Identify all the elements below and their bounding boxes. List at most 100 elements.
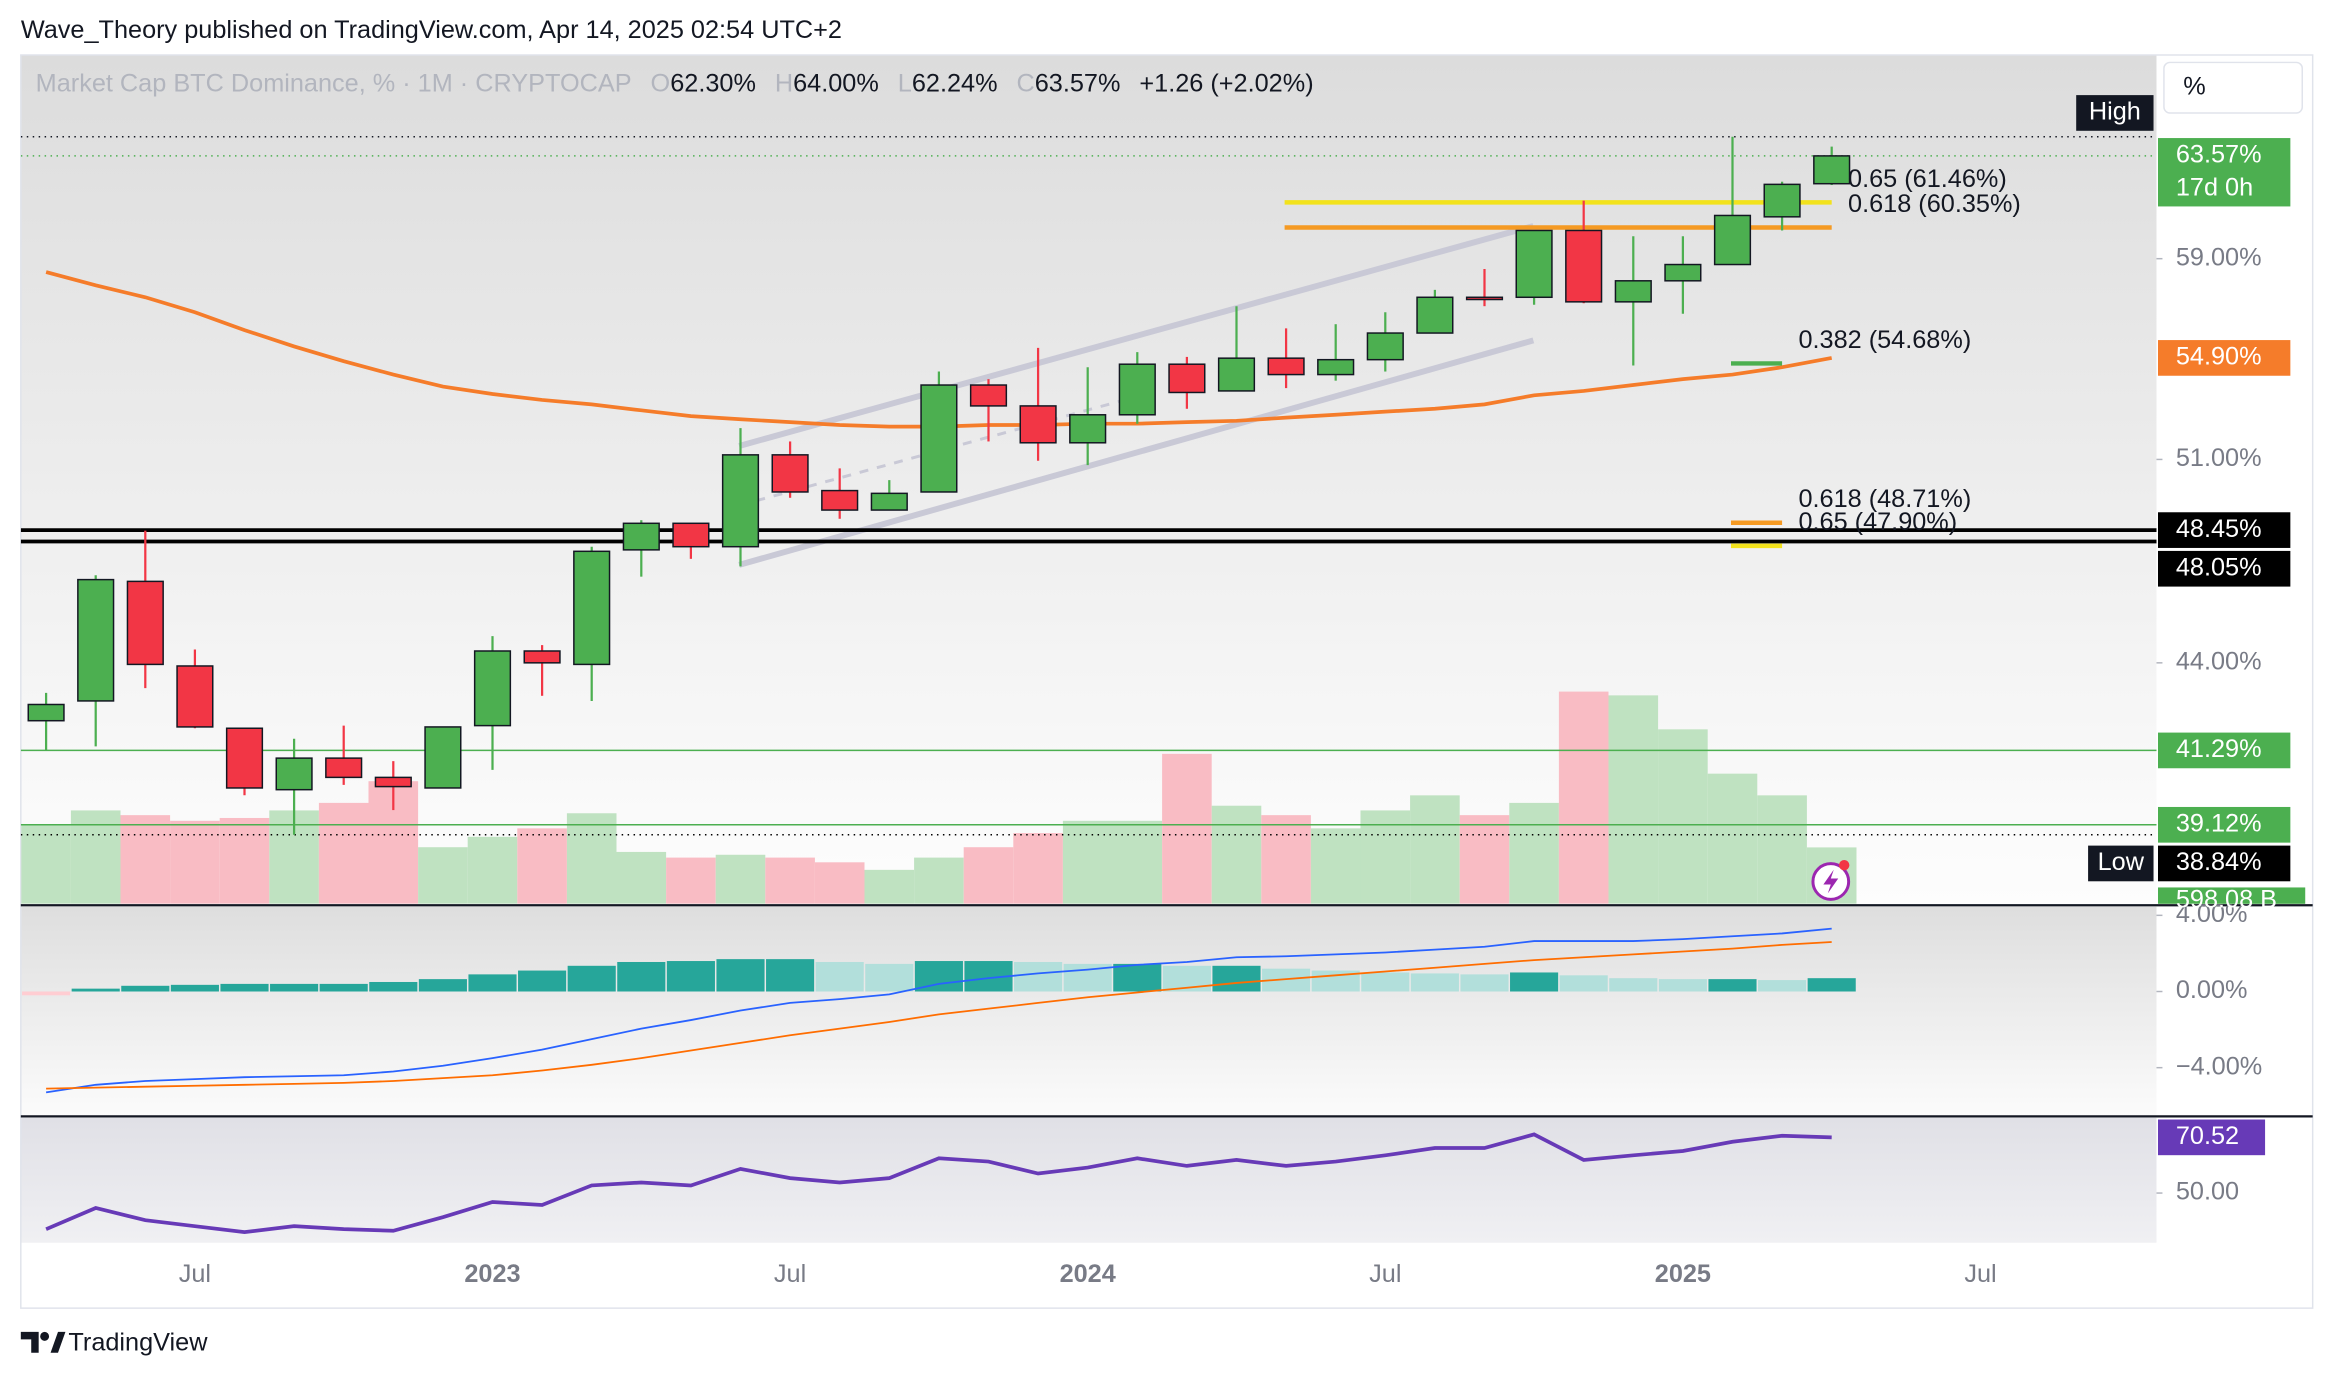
candle-body	[325, 757, 363, 779]
macd-histogram-bar	[815, 961, 864, 992]
alert-bolt	[1823, 869, 1839, 894]
volume-bar	[566, 813, 617, 904]
rsi-pane	[20, 1117, 2157, 1243]
volume-bar	[1013, 833, 1063, 904]
rsi-layer	[45, 1132, 1832, 1235]
macd-histogram-bar	[1113, 963, 1162, 992]
candle-body	[622, 522, 660, 551]
volume-bar	[1707, 773, 1758, 904]
volume-bar	[1112, 820, 1163, 904]
rsi-label-box	[2157, 1119, 2266, 1156]
macd-histogram-bar	[567, 965, 616, 992]
macd-histogram-bar	[1361, 972, 1410, 992]
macd-histogram-bar	[1460, 974, 1509, 992]
price-label: 63.57%	[2176, 141, 2262, 169]
macd-histogram-bar	[220, 983, 269, 992]
macd-histogram-bar	[1410, 973, 1459, 992]
legend-key: C	[1016, 69, 1034, 97]
macd-histogram-bar	[468, 974, 517, 992]
candle-body	[374, 776, 412, 788]
symbol: Market Cap BTC Dominance, % · 1M · CRYPT…	[36, 69, 632, 97]
price-label-box	[2157, 138, 2291, 207]
candle-body	[1565, 229, 1603, 303]
volume-bar	[1558, 691, 1609, 904]
signal-line	[46, 941, 1832, 1090]
legend-key: L	[898, 69, 912, 97]
logo: TradingView	[20, 1328, 208, 1356]
volume-label: 598.08 B	[2176, 886, 2277, 914]
candle-body	[573, 550, 611, 666]
macd-histogram-bar	[1658, 979, 1707, 992]
macd-histogram-bar	[71, 988, 120, 992]
macd-histogram-bar	[22, 991, 71, 996]
candle-body	[969, 384, 1008, 407]
fib-label: 0.618 (48.71%)	[1798, 485, 1971, 513]
volume-bar	[666, 857, 716, 904]
candle-body	[1713, 214, 1752, 266]
volume-layer	[21, 691, 1857, 904]
volume-bar	[1261, 815, 1311, 904]
alert-icon[interactable]	[1811, 859, 1851, 901]
legend-value: 64.00%	[793, 69, 879, 97]
price-label-box	[2157, 806, 2291, 843]
candle-body	[870, 492, 908, 511]
candle-body	[1317, 358, 1355, 376]
axis-layer: Jul 2023 Jul 2024 Jul 2025 Jul 59.00% 51.00% 44.0…	[179, 95, 2306, 1288]
y-tick-label: 51.00%	[2176, 444, 2262, 472]
candle-body	[126, 580, 164, 666]
macd-histogram-bar	[369, 981, 418, 992]
macd-histogram-bar	[1807, 978, 1856, 992]
frame	[20, 54, 2314, 1309]
x-tick-label: 2025	[1655, 1260, 1711, 1288]
candle-body	[523, 650, 561, 664]
price-label: 41.29%	[2176, 735, 2262, 763]
logo-mark	[20, 1331, 39, 1353]
volume-bar	[864, 869, 915, 904]
volume-bar	[1459, 815, 1510, 904]
volume-bar	[318, 802, 369, 904]
price-layer	[20, 135, 2157, 836]
macd-histogram-bar	[1708, 979, 1757, 992]
y-tick-label: 50.00	[2176, 1178, 2239, 1206]
legend-value: 62.30%	[670, 69, 756, 97]
volume-bar	[120, 815, 171, 904]
candle-body	[424, 726, 462, 789]
price-label-box	[2157, 550, 2291, 587]
candle-body	[27, 703, 65, 722]
y-tick-label: 4.00%	[2176, 900, 2248, 928]
macd-histogram-bar	[121, 985, 170, 992]
volume-bar	[765, 857, 815, 904]
price-label-box	[2157, 340, 2291, 376]
volume-bar	[467, 836, 518, 904]
fib-label: 0.65 (47.90%)	[1798, 508, 1957, 536]
volume-bar	[616, 851, 667, 904]
candle-body	[225, 727, 264, 789]
volume-bar	[1162, 753, 1212, 904]
volume-bar	[1360, 810, 1411, 904]
macd-histogram-bar	[1212, 965, 1261, 992]
unit-button[interactable]: %	[2163, 61, 2303, 114]
candle-body	[920, 384, 958, 493]
x-tick-label: 2023	[464, 1260, 520, 1288]
volume-bar	[1310, 828, 1361, 904]
volume-bar	[418, 847, 468, 904]
rsi-label: 70.52	[2176, 1122, 2239, 1150]
volume-bar	[70, 810, 121, 904]
price-label-box	[2157, 732, 2291, 769]
unit-button-label[interactable]: %	[2183, 72, 2205, 100]
macd-histogram-bar	[716, 959, 765, 992]
macd-histogram-bar	[170, 984, 219, 992]
unit-button-box[interactable]	[2163, 61, 2303, 114]
logo-mark	[50, 1331, 66, 1353]
volume-bar	[219, 817, 270, 904]
macd-pane	[20, 906, 2157, 1115]
candle-body	[1465, 296, 1504, 301]
volume-bar	[963, 847, 1014, 904]
candle-body	[821, 489, 859, 511]
candle-body	[721, 454, 760, 548]
macd-histogram-bar	[1262, 968, 1311, 992]
publisher: Wave_Theory published on TradingView.com…	[21, 16, 842, 44]
alert-dot	[1838, 859, 1850, 871]
